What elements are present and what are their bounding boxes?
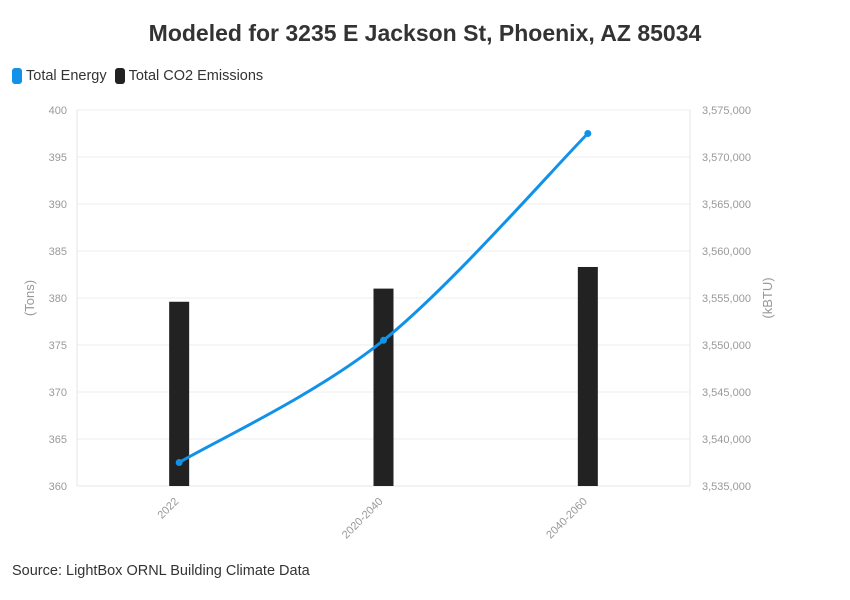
bar-co2-emissions <box>169 301 190 486</box>
y-right-tick-label: 3,560,000 <box>702 246 751 258</box>
y-left-tick-label: 365 <box>49 434 67 446</box>
chart-legend: Total Energy Total CO2 Emissions <box>12 68 271 84</box>
y-left-tick-label: 375 <box>49 340 67 352</box>
y-left-tick-label: 380 <box>49 293 67 305</box>
y-left-tick-label: 390 <box>49 199 67 211</box>
x-tick-label: 2040-2060 <box>544 496 590 542</box>
y-left-tick-label: 400 <box>49 105 67 117</box>
y-left-tick-label: 395 <box>49 152 67 164</box>
point-total-energy <box>584 130 592 137</box>
point-total-energy <box>175 459 183 466</box>
y-left-tick-label: 385 <box>49 246 67 258</box>
x-tick-label: 2020-2040 <box>340 496 386 542</box>
y-right-tick-label: 3,535,000 <box>702 481 751 493</box>
y-left-tick-label: 370 <box>49 387 67 399</box>
y-right-tick-label: 3,570,000 <box>702 152 751 164</box>
legend-swatch-total-energy <box>12 68 22 84</box>
source-note: Source: LightBox ORNL Building Climate D… <box>12 563 310 579</box>
y-right-tick-label: 3,550,000 <box>702 340 751 352</box>
y-right-tick-label: 3,575,000 <box>702 105 751 117</box>
y-left-axis-title: (Tons) <box>22 280 37 316</box>
chart-title: Modeled for 3235 E Jackson St, Phoenix, … <box>148 20 702 46</box>
legend-swatch-total-co2 <box>114 68 125 84</box>
legend-label-total-energy: Total Energy <box>26 68 107 84</box>
y-right-tick-label: 3,555,000 <box>702 293 751 305</box>
y-left-tick-label: 360 <box>49 481 67 493</box>
y-right-tick-label: 3,545,000 <box>702 387 751 399</box>
y-right-tick-label: 3,540,000 <box>702 434 751 446</box>
bar-co2-emissions <box>373 288 394 486</box>
bar-co2-emissions <box>577 266 598 486</box>
legend-item-total-energy[interactable]: Total Energy <box>12 68 107 84</box>
legend-item-total-co2[interactable]: Total CO2 Emissions <box>114 68 264 84</box>
point-total-energy <box>380 336 387 344</box>
y-right-axis-title: (kBTU) <box>760 277 775 318</box>
y-right-tick-label: 3,565,000 <box>702 199 751 211</box>
x-tick-label: 2022 <box>155 496 181 522</box>
legend-label-total-co2: Total CO2 Emissions <box>128 68 264 84</box>
